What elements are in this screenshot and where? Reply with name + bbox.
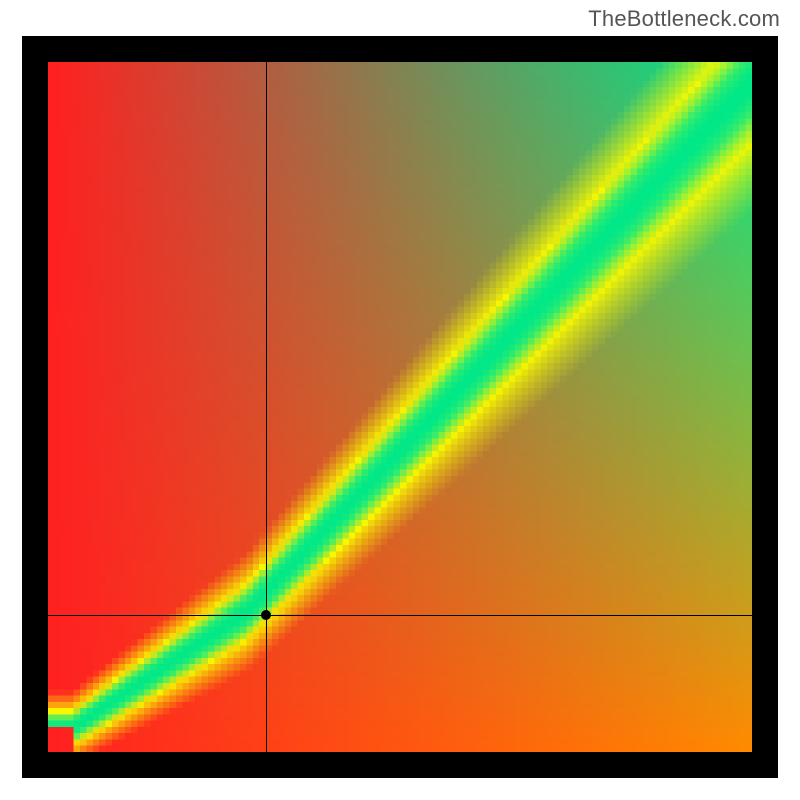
crosshair-horizontal — [48, 615, 752, 616]
crosshair-marker — [261, 610, 271, 620]
crosshair-vertical — [266, 62, 267, 752]
chart-frame — [22, 36, 778, 778]
watermark-text: TheBottleneck.com — [588, 6, 780, 32]
heatmap-canvas — [48, 62, 752, 752]
viewport: TheBottleneck.com — [0, 0, 800, 800]
plot-area — [48, 62, 752, 752]
